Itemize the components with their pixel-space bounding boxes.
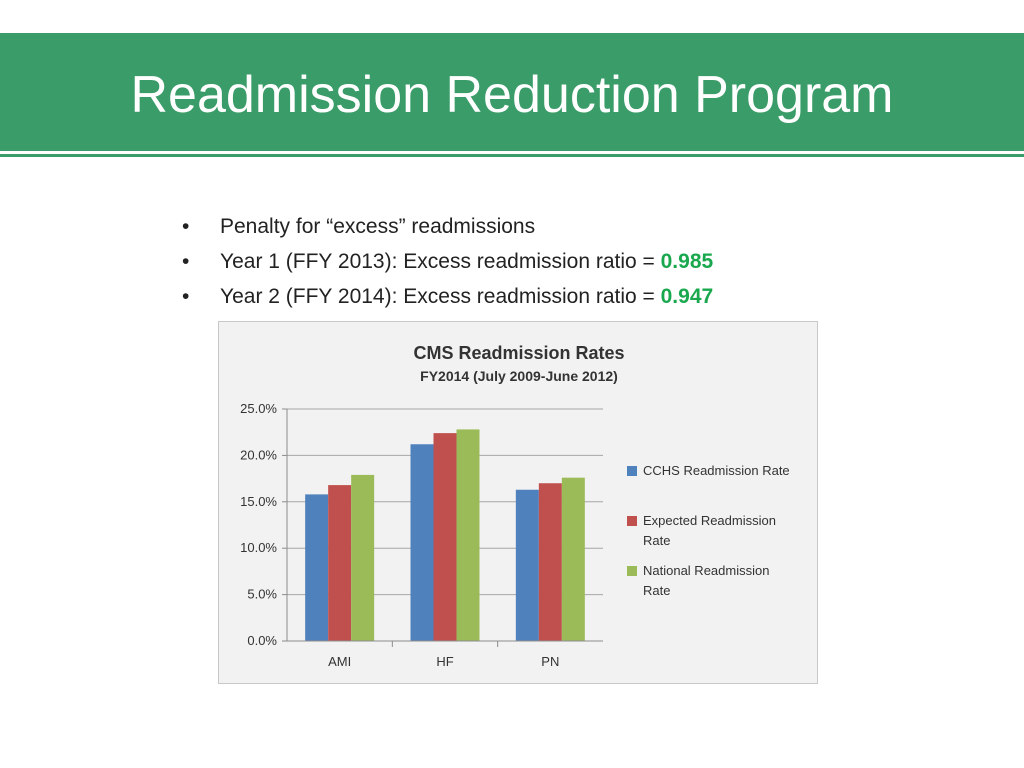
bar-ami-1 — [305, 494, 329, 641]
bar-pn-1 — [515, 489, 539, 641]
bullet-item: • Year 1 (FFY 2013): Excess readmission … — [180, 244, 880, 279]
legend-label: Expected Readmission Rate — [643, 513, 776, 548]
x-tick-label: PN — [541, 654, 559, 669]
readmission-bar-chart: CMS Readmission Rates FY2014 (July 2009-… — [240, 343, 790, 669]
bullet-dot-icon: • — [182, 285, 190, 308]
title-divider — [0, 154, 1024, 157]
y-axis-ticks: 0.0% 5.0% 10.0% 15.0% 20.0% 25.0% — [240, 401, 277, 648]
bullet-item: • Penalty for “excess” readmissions — [180, 209, 880, 244]
chart-frame: CMS Readmission Rates FY2014 (July 2009-… — [218, 321, 818, 684]
bullet-dot-icon: • — [182, 215, 190, 238]
legend-swatch — [627, 566, 637, 576]
chart-legend: CCHS Readmission Rate Expected Readmissio… — [627, 463, 790, 598]
chart-subtitle: FY2014 (July 2009-June 2012) — [420, 368, 618, 384]
y-tick-label: 5.0% — [247, 587, 277, 602]
legend-swatch — [627, 466, 637, 476]
y-tick-label: 0.0% — [247, 633, 277, 648]
x-tick-label: HF — [436, 654, 453, 669]
x-tick-label: AMI — [328, 654, 351, 669]
bullet-list: • Penalty for “excess” readmissions • Ye… — [180, 209, 880, 314]
bullet-item: • Year 2 (FFY 2014): Excess readmission … — [180, 279, 880, 314]
bar-hf-2 — [433, 433, 457, 641]
legend-label: National Readmission Rate — [643, 563, 769, 598]
bar-hf-1 — [410, 444, 434, 641]
bar-ami-2 — [328, 485, 352, 641]
bullet-text: Year 1 (FFY 2013): Excess readmission ra… — [220, 250, 661, 273]
legend-swatch — [627, 516, 637, 526]
slide-title: Readmission Reduction Program — [130, 66, 894, 124]
y-tick-label: 10.0% — [240, 540, 277, 555]
title-band: Readmission Reduction Program — [0, 33, 1024, 151]
ratio-value: 0.985 — [660, 250, 714, 273]
bar-pn-3 — [561, 477, 585, 641]
chart-title: CMS Readmission Rates — [413, 343, 624, 363]
bullet-dot-icon: • — [182, 250, 190, 273]
y-tick-label: 25.0% — [240, 401, 277, 416]
bar-ami-3 — [351, 474, 375, 641]
y-tick-label: 15.0% — [240, 494, 277, 509]
x-axis-ticks: AMI HF PN — [287, 640, 603, 669]
bullet-text: Penalty for “excess” readmissions — [220, 215, 536, 238]
chart-bars — [305, 429, 585, 641]
ratio-value: 0.947 — [660, 285, 714, 308]
bar-pn-2 — [538, 483, 562, 641]
bullet-text: Year 2 (FFY 2014): Excess readmission ra… — [220, 285, 661, 308]
bar-hf-3 — [456, 429, 480, 641]
legend-label: CCHS Readmission Rate — [643, 463, 790, 478]
y-tick-label: 20.0% — [240, 447, 277, 462]
